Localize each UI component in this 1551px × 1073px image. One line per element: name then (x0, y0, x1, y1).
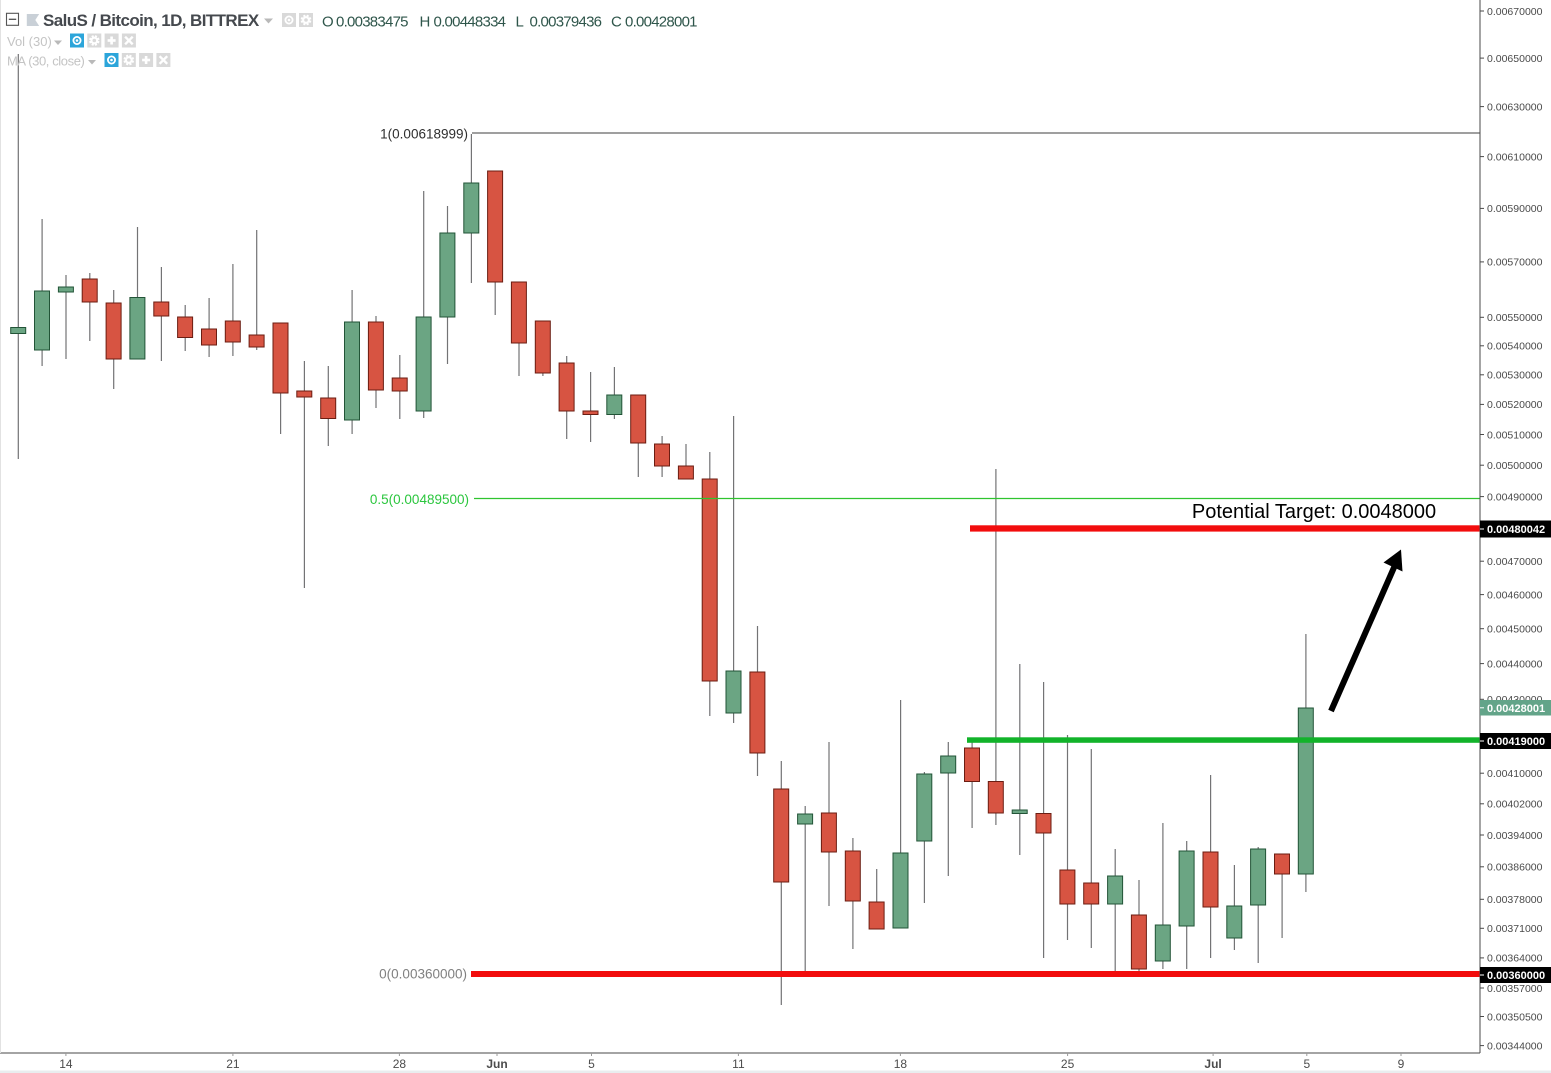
svg-text:0.00440000: 0.00440000 (1487, 658, 1543, 670)
svg-text:0.00550000: 0.00550000 (1487, 312, 1543, 324)
svg-text:0.00379436: 0.00379436 (530, 14, 602, 31)
svg-text:SaluS / Bitcoin, 1D, BITTREX: SaluS / Bitcoin, 1D, BITTREX (43, 11, 260, 30)
svg-text:C: C (611, 14, 622, 31)
svg-text:0.00448334: 0.00448334 (434, 14, 506, 31)
svg-text:0.00428001: 0.00428001 (1487, 703, 1545, 715)
svg-text:O: O (322, 14, 333, 31)
svg-text:0.00402000: 0.00402000 (1487, 799, 1543, 811)
svg-text:0.00460000: 0.00460000 (1487, 589, 1543, 601)
svg-text:Jun: Jun (486, 1057, 507, 1071)
svg-text:0.00386000: 0.00386000 (1487, 862, 1543, 874)
svg-text:18: 18 (894, 1057, 908, 1071)
svg-text:Potential Target: 0.0048000: Potential Target: 0.0048000 (1192, 501, 1436, 523)
svg-text:0.00350500: 0.00350500 (1487, 1011, 1543, 1023)
svg-text:0.00357000: 0.00357000 (1487, 983, 1543, 995)
svg-text:0(0.00360000): 0(0.00360000) (379, 967, 467, 982)
svg-text:0.00540000: 0.00540000 (1487, 341, 1543, 353)
svg-text:0.00500000: 0.00500000 (1487, 460, 1543, 472)
svg-text:Jul: Jul (1204, 1057, 1221, 1071)
svg-text:0.00378000: 0.00378000 (1487, 894, 1543, 906)
svg-text:1(0.00618999): 1(0.00618999) (380, 127, 468, 142)
svg-text:0.00419000: 0.00419000 (1487, 736, 1545, 748)
svg-text:0.00470000: 0.00470000 (1487, 556, 1543, 568)
svg-text:0.00383475: 0.00383475 (336, 14, 408, 31)
svg-text:0.00360000: 0.00360000 (1487, 970, 1545, 982)
svg-text:Vol (30): Vol (30) (7, 34, 52, 49)
svg-text:9: 9 (1398, 1057, 1405, 1071)
svg-text:0.00590000: 0.00590000 (1487, 203, 1543, 215)
svg-text:0.00480042: 0.00480042 (1487, 524, 1545, 536)
svg-text:0.00394000: 0.00394000 (1487, 830, 1543, 842)
svg-text:0.00450000: 0.00450000 (1487, 624, 1543, 636)
svg-text:0.00428001: 0.00428001 (625, 14, 697, 31)
svg-text:0.00570000: 0.00570000 (1487, 257, 1543, 269)
svg-text:25: 25 (1061, 1057, 1075, 1071)
svg-text:0.00630000: 0.00630000 (1487, 101, 1543, 113)
svg-text:5: 5 (588, 1057, 595, 1071)
svg-text:0.00410000: 0.00410000 (1487, 768, 1543, 780)
svg-text:L: L (516, 14, 524, 31)
svg-text:28: 28 (393, 1057, 407, 1071)
svg-text:0.00510000: 0.00510000 (1487, 429, 1543, 441)
svg-text:0.00364000: 0.00364000 (1487, 953, 1543, 965)
svg-text:H: H (420, 14, 430, 31)
svg-text:0.00610000: 0.00610000 (1487, 151, 1543, 163)
svg-text:0.00670000: 0.00670000 (1487, 6, 1543, 18)
svg-text:14: 14 (59, 1057, 73, 1071)
svg-text:0.00520000: 0.00520000 (1487, 399, 1543, 411)
svg-text:MA (30, close): MA (30, close) (7, 54, 85, 69)
svg-text:0.00530000: 0.00530000 (1487, 370, 1543, 382)
svg-text:5: 5 (1303, 1057, 1310, 1071)
svg-text:0.00371000: 0.00371000 (1487, 923, 1543, 935)
svg-text:21: 21 (226, 1057, 240, 1071)
svg-text:11: 11 (732, 1057, 745, 1071)
svg-text:0.00490000: 0.00490000 (1487, 491, 1543, 503)
svg-text:0.00650000: 0.00650000 (1487, 53, 1543, 65)
svg-text:0.5(0.00489500): 0.5(0.00489500) (370, 492, 469, 507)
svg-text:0.00344000: 0.00344000 (1487, 1040, 1543, 1052)
